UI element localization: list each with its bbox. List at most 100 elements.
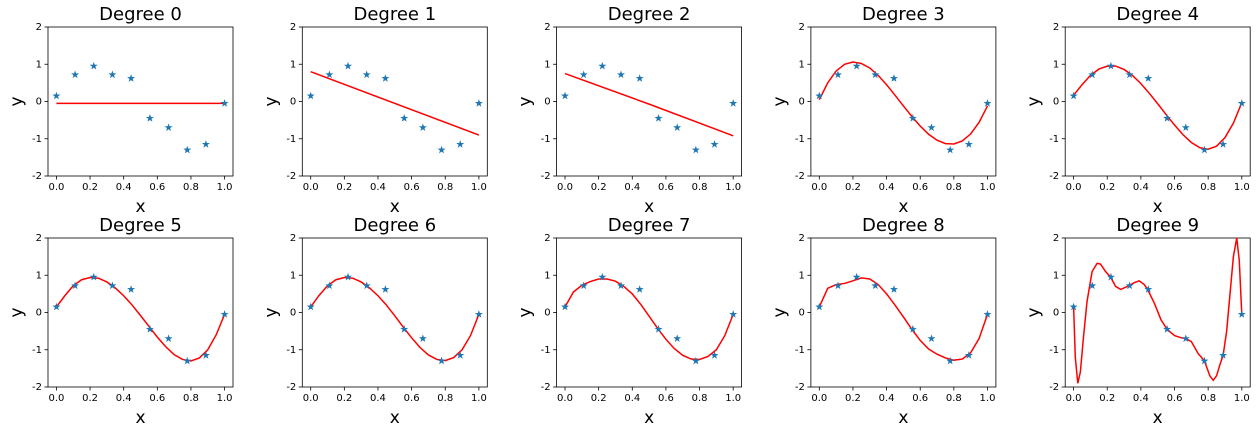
y-tick-label: 1 [544, 59, 550, 70]
x-tick-label: 1.0 [471, 393, 487, 404]
x-tick-label: 0.4 [879, 393, 895, 404]
data-point [889, 285, 898, 293]
x-axis-label: x [644, 408, 654, 428]
x-tick-label: 0.6 [912, 393, 928, 404]
data-point [871, 281, 880, 290]
data-point [71, 281, 80, 290]
data-point [964, 351, 973, 359]
subplot: -2 -1 0 1 2 0.0 0.2 0.4 0.6 0.8 1.0 Degree 7 x y [516, 215, 742, 428]
y-tick-label: -2 [1049, 382, 1059, 393]
data-point [1088, 281, 1097, 290]
y-tick-label: -1 [1049, 345, 1059, 356]
data-point [673, 123, 682, 131]
data-point [561, 302, 569, 311]
y-tick-label: 0 [36, 97, 42, 108]
fit-line [818, 277, 989, 361]
data-point [1237, 99, 1246, 107]
data-point [108, 281, 117, 290]
x-tick-label: 0.2 [336, 182, 352, 193]
data-point [344, 61, 353, 70]
data-point [1163, 114, 1172, 122]
x-tick-label: 0.4 [370, 182, 386, 193]
y-tick-label: -2 [795, 382, 805, 393]
x-tick-label: 0.2 [845, 393, 861, 404]
subplot: -2 -1 0 1 2 0.0 0.2 0.4 0.6 0.8 1.0 Degree 3 x y [770, 4, 997, 217]
y-tick-label: 2 [544, 22, 550, 33]
data-point [71, 70, 80, 79]
axes-frame [301, 237, 488, 388]
data-point [983, 310, 992, 318]
x-tick-label: 0.6 [658, 182, 674, 193]
x-tick-label: 0.2 [845, 182, 861, 193]
data-point [598, 61, 607, 70]
data-point [710, 140, 719, 148]
data-point [579, 70, 588, 79]
x-tick-label: 0.0 [1066, 182, 1082, 193]
data-point [145, 114, 154, 122]
data-point [1088, 70, 1097, 79]
data-point [52, 91, 61, 100]
chart-title: Degree 2 [608, 4, 691, 25]
y-tick-label: -1 [795, 345, 805, 356]
data-point [127, 285, 136, 293]
y-tick-label: 2 [1053, 233, 1059, 244]
fit-line [310, 70, 480, 136]
subplot: -2 -1 0 1 2 0.0 0.2 0.4 0.6 0.8 1.0 Degree 4 x y [1024, 4, 1251, 217]
axes-frame [301, 26, 488, 177]
x-tick-label: 0.8 [437, 182, 453, 193]
data-point [306, 302, 315, 311]
data-point [418, 334, 427, 342]
y-tick-label: -2 [541, 171, 551, 182]
axes-frame [1064, 26, 1251, 177]
data-point [833, 70, 842, 79]
data-point [400, 325, 409, 333]
x-tick-label: 0.0 [811, 182, 827, 193]
data-point [220, 310, 229, 318]
data-point [362, 281, 371, 290]
chart-title: Degree 1 [353, 4, 436, 25]
x-tick-label: 0.0 [557, 182, 573, 193]
chart-title: Degree 0 [99, 4, 182, 25]
y-tick-label: 1 [290, 59, 296, 70]
data-point [306, 91, 315, 100]
x-tick-label: 0.6 [1167, 393, 1183, 404]
x-tick-label: 0.0 [303, 182, 319, 193]
x-tick-label: 0.4 [1133, 182, 1149, 193]
data-point [183, 356, 192, 365]
x-tick-label: 0.0 [1066, 393, 1082, 404]
x-tick-label: 0.2 [591, 393, 607, 404]
x-axis-label: x [898, 408, 908, 428]
x-tick-label: 0.6 [149, 182, 165, 193]
data-point [437, 356, 446, 365]
data-point [579, 281, 588, 290]
x-axis-label: x [390, 197, 400, 217]
y-axis-label: y [261, 96, 281, 106]
x-tick-label: 0.8 [1200, 182, 1216, 193]
fit-line [818, 61, 989, 145]
subplot: -2 -1 0 1 2 0.0 0.2 0.4 0.6 0.8 1.0 Degree 6 x y [261, 215, 488, 428]
chart-title: Degree 7 [608, 215, 691, 236]
data-point [400, 114, 409, 122]
axes-frame [556, 237, 742, 388]
x-tick-label: 0.6 [658, 393, 674, 404]
chart-title: Degree 4 [1116, 4, 1199, 25]
x-axis-label: x [390, 408, 400, 428]
data-point [1125, 281, 1134, 290]
x-tick-label: 0.8 [946, 393, 962, 404]
y-tick-label: 2 [544, 233, 550, 244]
data-point [183, 145, 192, 154]
data-point [145, 325, 154, 333]
x-tick-label: 0.6 [1167, 182, 1183, 193]
data-point [927, 123, 936, 131]
x-tick-label: 0.2 [336, 393, 352, 404]
x-tick-label: 0.8 [437, 393, 453, 404]
fit-line [1073, 65, 1243, 150]
x-tick-label: 1.0 [217, 182, 233, 193]
y-tick-label: -1 [795, 134, 805, 145]
data-point [833, 281, 842, 290]
y-tick-label: 0 [799, 97, 805, 108]
data-point [927, 334, 936, 342]
y-tick-label: -2 [32, 171, 42, 182]
x-axis-label: x [644, 197, 654, 217]
